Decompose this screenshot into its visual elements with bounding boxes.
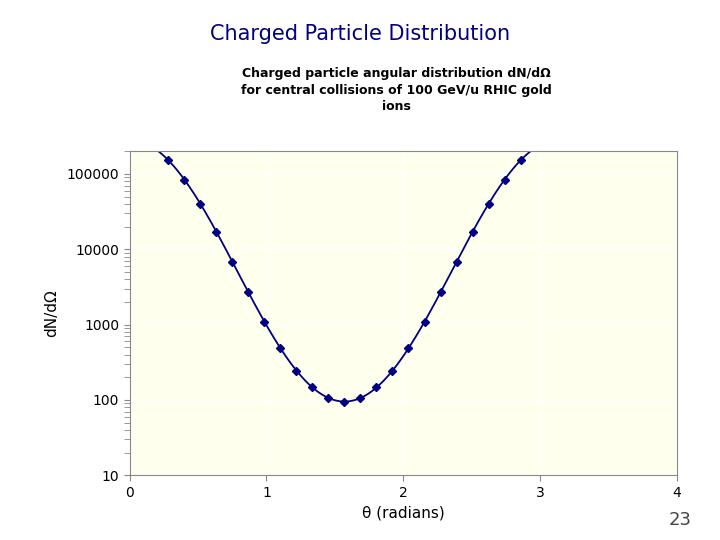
X-axis label: θ (radians): θ (radians)	[362, 505, 444, 520]
Text: Charged particle angular distribution dN/dΩ: Charged particle angular distribution dN…	[242, 68, 550, 80]
Text: for central collisions of 100 GeV/u RHIC gold: for central collisions of 100 GeV/u RHIC…	[240, 84, 552, 97]
Text: 23: 23	[668, 511, 691, 529]
Y-axis label: dN/dΩ: dN/dΩ	[45, 289, 60, 337]
Text: Charged Particle Distribution: Charged Particle Distribution	[210, 24, 510, 44]
Text: ions: ions	[382, 100, 410, 113]
